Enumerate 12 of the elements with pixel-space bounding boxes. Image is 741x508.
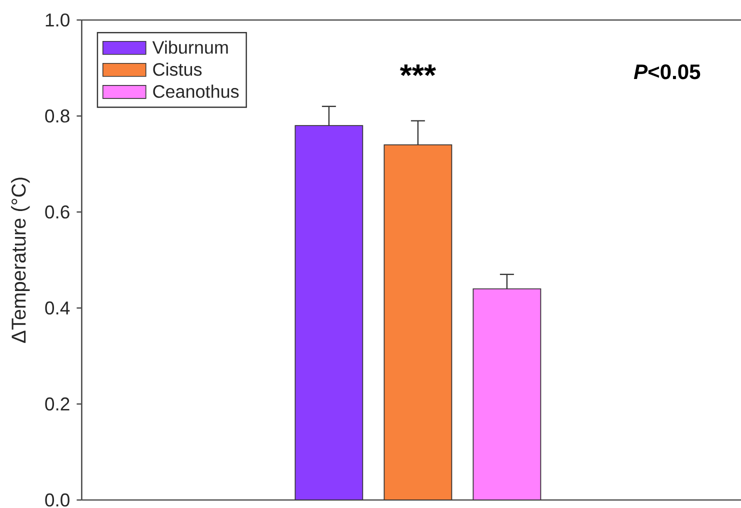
annotation: ***	[400, 64, 436, 76]
y-axis-title: ΔTemperature (°C)	[11, 178, 30, 343]
y-tick-label: 0.4	[45, 301, 70, 315]
y-tick-label: 0.6	[45, 205, 70, 219]
y-tick-label: 1.0	[46, 13, 70, 27]
legend-label: Ceanothus	[153, 84, 239, 98]
y-tick-label: 0.2	[45, 397, 70, 411]
legend-label: Cistus	[153, 62, 202, 76]
y-tick-label: 0.8	[45, 109, 70, 123]
y-tick-label: 0.0	[45, 493, 70, 507]
legend-label: Viburnum	[152, 40, 228, 54]
annotation: P<0.05	[634, 64, 700, 80]
